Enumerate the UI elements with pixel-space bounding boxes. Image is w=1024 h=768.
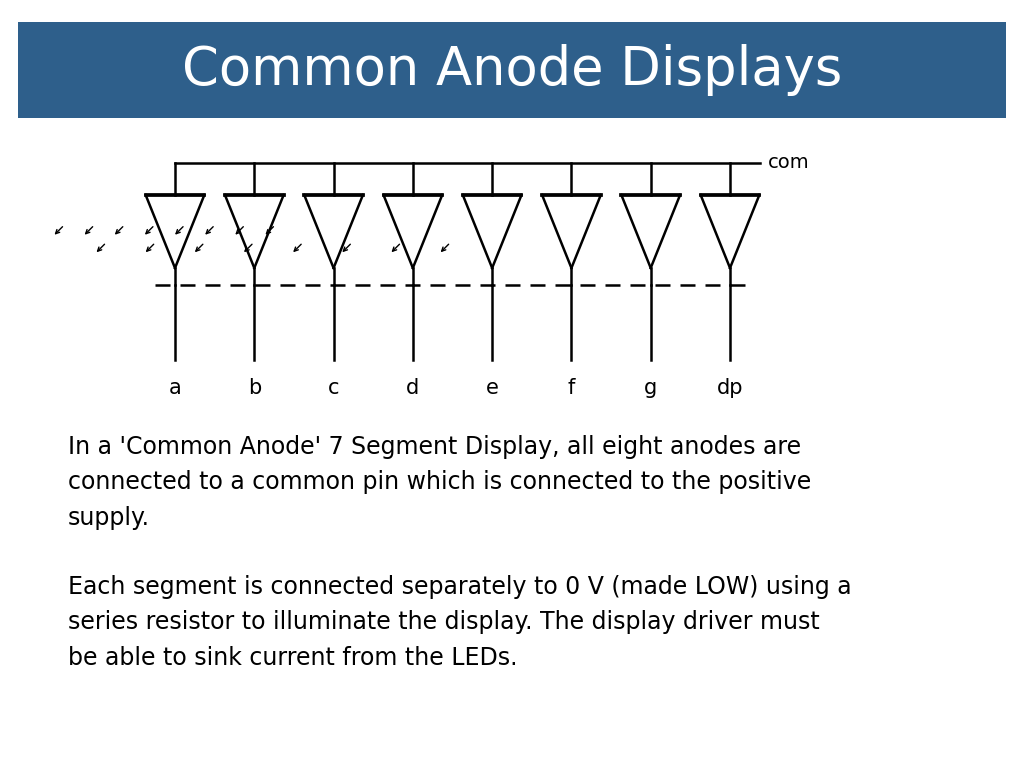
Text: a: a bbox=[169, 378, 181, 398]
Text: b: b bbox=[248, 378, 261, 398]
Text: Common Anode Displays: Common Anode Displays bbox=[182, 44, 842, 96]
Text: com: com bbox=[768, 154, 810, 173]
Text: d: d bbox=[407, 378, 420, 398]
Text: c: c bbox=[328, 378, 339, 398]
Text: f: f bbox=[567, 378, 575, 398]
Text: e: e bbox=[485, 378, 499, 398]
Text: Each segment is connected separately to 0 V (made LOW) using a
series resistor t: Each segment is connected separately to … bbox=[68, 575, 852, 670]
Bar bbox=[18, 22, 1006, 118]
Text: dp: dp bbox=[717, 378, 743, 398]
Text: g: g bbox=[644, 378, 657, 398]
Text: In a 'Common Anode' 7 Segment Display, all eight anodes are
connected to a commo: In a 'Common Anode' 7 Segment Display, a… bbox=[68, 435, 811, 530]
